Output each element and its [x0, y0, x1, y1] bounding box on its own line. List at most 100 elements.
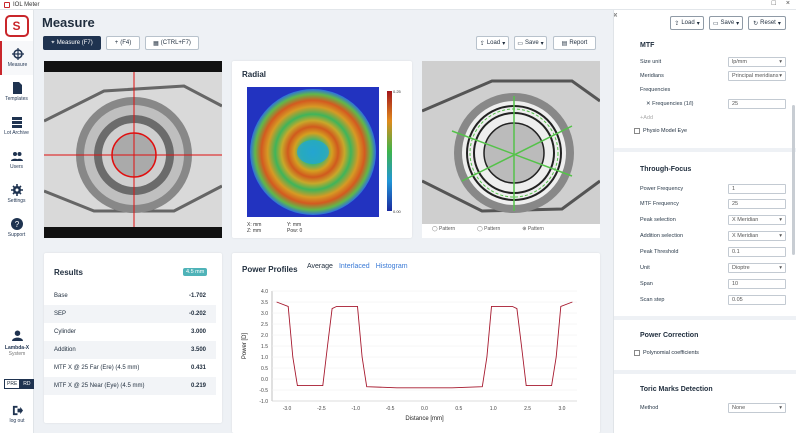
radial-x: X: mm: [247, 222, 262, 228]
pattern-toggle-2[interactable]: ◯ Pattern: [477, 226, 501, 232]
toric-method-select[interactable]: None ▾: [728, 402, 786, 413]
power-profile-chart[interactable]: 4.0 3.5 3.0 2.5 2.0 1.5 1.0 0.5 0.0 -0.5 -1.0 -3.0 -…: [232, 281, 600, 431]
camera-image-right[interactable]: ◯ Pattern ◯ Pattern ⊕ Pattern: [422, 61, 600, 238]
save-button[interactable]: ▭ Save ▾: [514, 36, 547, 50]
power-profiles-card: Power Profiles Average Interlaced Histog…: [232, 253, 600, 433]
field-value: 25: [732, 200, 739, 207]
y-tick-label: -0.5: [259, 388, 268, 394]
y-tick-label: 1.5: [261, 344, 268, 350]
scan-step-input[interactable]: 0.05: [728, 294, 786, 305]
field-value: 25: [732, 100, 739, 107]
result-row-sep: SEP -0.202: [44, 305, 216, 323]
tf-row-6: Unit Dioptre ▾: [640, 262, 790, 273]
nav-templates[interactable]: Templates: [0, 75, 33, 109]
field-value: 0.1: [732, 248, 740, 255]
x-tick-label: 0.0: [421, 406, 428, 412]
help-icon: ?: [10, 218, 23, 230]
maximize-button[interactable]: □: [771, 0, 776, 7]
close-button[interactable]: ×: [785, 0, 790, 7]
y-tick-label: 3.5: [261, 300, 268, 306]
mode-pre[interactable]: PRE: [4, 379, 21, 389]
lens-image: [44, 61, 222, 238]
panel-reset-button[interactable]: ↻ Reset ▾: [748, 16, 786, 30]
chevron-down-icon: ▾: [696, 20, 700, 27]
add-label: Add: [643, 114, 654, 121]
nav-users[interactable]: Users: [0, 143, 33, 177]
panel-load-button[interactable]: ⇪ Load ▾: [670, 16, 704, 30]
y-axis-label: Power [D]: [242, 332, 248, 359]
reset-icon: ↻: [753, 20, 759, 27]
nav-label: Users: [9, 164, 24, 170]
nav-measure[interactable]: Measure: [0, 41, 33, 75]
ctrl-button[interactable]: ▦ (CTRL+F7): [145, 36, 199, 50]
span-input[interactable]: 10: [728, 278, 786, 289]
nav-settings[interactable]: Settings: [0, 177, 33, 211]
radial-z: Z: mm: [247, 228, 262, 234]
addition-selection-select[interactable]: X Meridian ▾: [728, 230, 786, 241]
collapse-icon[interactable]: «: [613, 10, 618, 19]
measure-button[interactable]: ⌖ Measure (F7): [43, 36, 101, 50]
add-frequency-button[interactable]: + Add: [640, 112, 790, 123]
load-button[interactable]: ⇪ Load ▾: [476, 36, 509, 50]
nav-lot-archive[interactable]: Lot Archive: [0, 109, 33, 143]
logout-button[interactable]: log out: [0, 405, 34, 424]
plus-icon: +: [114, 40, 119, 46]
tf-row-8: Scan step 0.05: [640, 294, 790, 305]
measure-label: Measure (F7): [56, 40, 93, 46]
x-tick-label: 1.0: [490, 406, 497, 412]
logo: S: [4, 15, 29, 37]
meridians-select[interactable]: Principal meridians ▾: [728, 70, 786, 81]
page-title: Measure: [42, 15, 95, 30]
tab-average[interactable]: Average: [307, 263, 333, 270]
polynomial-checkbox[interactable]: Polynomial coefficients: [634, 350, 699, 356]
add-label: (F4): [120, 40, 132, 46]
frequency-input[interactable]: 25: [728, 98, 786, 109]
mtf-frequency-input[interactable]: 25: [728, 198, 786, 209]
mode-rd[interactable]: RD: [20, 379, 34, 389]
radial-map[interactable]: 0.25 0.00: [247, 87, 402, 221]
mode-toggle[interactable]: PRE RD: [4, 379, 34, 389]
x-tick-label: 3.0: [559, 406, 566, 412]
field-label: Span: [640, 280, 653, 287]
peak-threshold-input[interactable]: 0.1: [728, 246, 786, 257]
colorbar-max: 0.25: [393, 89, 402, 94]
scrollbar[interactable]: [792, 105, 795, 255]
peak-selection-select[interactable]: X Meridian ▾: [728, 214, 786, 225]
chevron-down-icon: ▾: [540, 40, 544, 47]
chevron-down-icon: ▾: [779, 58, 782, 65]
physio-model-checkbox[interactable]: Physio Model Eye: [634, 128, 687, 134]
radial-ypow: Y: mm Pow: 0: [287, 222, 302, 234]
close-icon[interactable]: ✕: [646, 100, 653, 107]
checkbox-label: Polynomial coefficients: [643, 350, 699, 356]
unit-select[interactable]: Dioptre ▾: [728, 262, 786, 273]
nav-support[interactable]: ? Support: [0, 211, 33, 245]
tab-interlaced[interactable]: Interlaced: [338, 263, 370, 270]
profile-tabs: Average Interlaced Histogram: [307, 263, 408, 270]
chevron-down-icon: ▾: [779, 216, 782, 223]
report-button[interactable]: ▤ Report: [553, 36, 596, 50]
plus-icon: +: [640, 114, 644, 121]
panel-load-label: Load: [681, 20, 695, 26]
power-frequency-input[interactable]: 1: [728, 183, 786, 194]
profiles-title: Power Profiles: [242, 265, 298, 274]
report-label: Report: [569, 40, 588, 46]
y-tick-label: 2.5: [261, 322, 268, 328]
field-label: Meridians: [640, 72, 664, 79]
camera-image-left[interactable]: [44, 61, 222, 238]
divider: [614, 316, 796, 320]
pattern-toggle-3[interactable]: ⊕ Pattern: [522, 226, 544, 232]
add-button[interactable]: + (F4): [106, 36, 140, 50]
users-icon: [10, 152, 23, 161]
user-name: Lambda-X: [4, 345, 30, 351]
pattern-toggle-1[interactable]: ◯ Pattern: [432, 226, 456, 232]
size-unit-select[interactable]: lp/mm ▾: [728, 56, 786, 67]
field-label: Power Frequency: [640, 185, 684, 192]
user-profile[interactable]: Lambda-X System: [0, 330, 34, 357]
field-value: lp/mm: [732, 58, 747, 65]
checkbox-label: Physio Model Eye: [643, 128, 688, 134]
panel-save-button[interactable]: ▭ Save ▾: [709, 16, 743, 30]
nav-label: Support: [7, 232, 26, 238]
tab-histogram[interactable]: Histogram: [375, 263, 408, 270]
tf-row-7: Span 10: [640, 278, 790, 289]
frequencies-heading: Frequencies: [640, 84, 790, 95]
